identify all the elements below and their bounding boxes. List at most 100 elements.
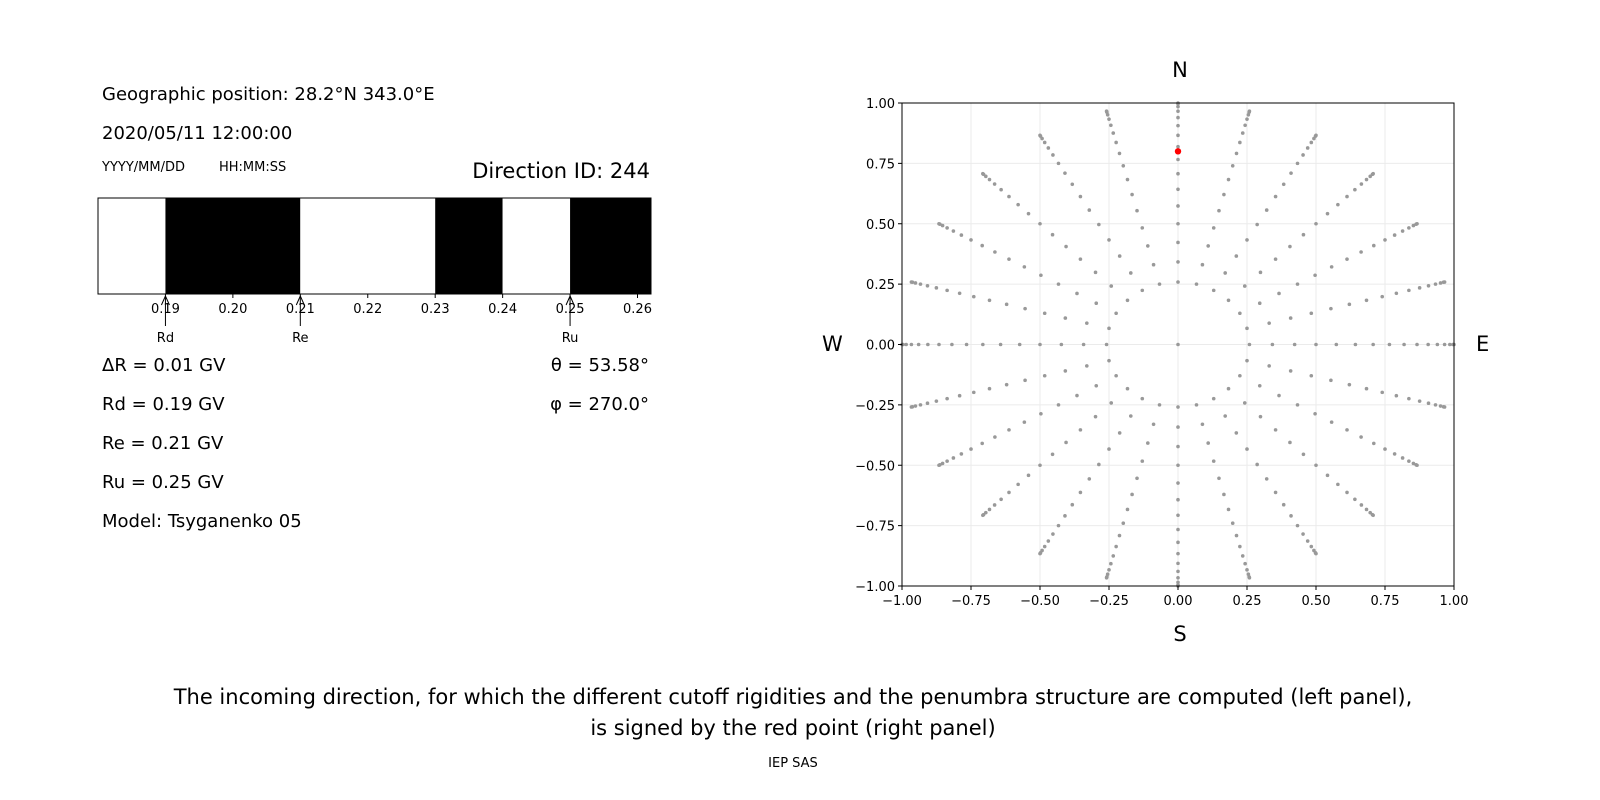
model-name: Model: Tsyganenko 05 (102, 511, 302, 532)
direction-point (1176, 133, 1180, 138)
direction-point (1364, 298, 1369, 303)
direction-point (1240, 131, 1245, 135)
direction-point (1288, 244, 1292, 249)
direction-point (1238, 373, 1242, 378)
direction-point (1046, 146, 1051, 150)
direction-point (993, 435, 997, 439)
caption-line-1: The incoming direction, for which the di… (173, 685, 1413, 709)
direction-point (1211, 226, 1216, 230)
direction-point (1075, 291, 1079, 296)
direction-point (1211, 396, 1216, 401)
direction-point (1206, 244, 1210, 248)
direction-point (1309, 373, 1314, 378)
direction-point (1140, 226, 1145, 230)
direction-point (1314, 133, 1318, 138)
time-format-label: HH:MM:SS (219, 160, 287, 175)
direction-point (1288, 440, 1292, 445)
direction-point (1050, 232, 1055, 237)
direction-point (1383, 238, 1387, 242)
direction-point (1353, 342, 1358, 347)
direction-point (1364, 507, 1369, 512)
direction-point (1217, 208, 1221, 213)
direction-point (1109, 123, 1113, 128)
delta-r-value: ΔR = 0.01 GV (102, 355, 226, 376)
marker-arrowhead (160, 294, 170, 306)
direction-point (1245, 117, 1249, 121)
strip-tick-label: 0.22 (353, 302, 382, 317)
direction-point (1200, 422, 1205, 427)
direction-point (1325, 473, 1330, 478)
direction-point (1176, 425, 1180, 429)
direction-point (1176, 481, 1180, 485)
direction-point (1255, 222, 1259, 227)
direction-point (1107, 326, 1111, 331)
direction-point (1273, 428, 1278, 432)
direction-point (1135, 476, 1139, 481)
direction-point (1176, 342, 1180, 347)
direction-point (1277, 291, 1281, 296)
direction-point (1336, 482, 1340, 487)
direction-point (1329, 420, 1334, 424)
rd-value: Rd = 0.19 GV (102, 394, 225, 415)
direction-point (1063, 171, 1067, 175)
direction-point (1295, 161, 1300, 166)
direction-point (1140, 396, 1145, 401)
direction-point (1176, 463, 1180, 468)
direction-point (1026, 473, 1031, 478)
direction-point (1004, 302, 1009, 307)
direction-point (1063, 316, 1068, 320)
direction-point (981, 513, 985, 518)
direction-point (1107, 358, 1111, 363)
direction-point (1387, 342, 1392, 347)
direction-point (918, 403, 923, 407)
direction-point (1097, 222, 1101, 227)
direction-point (1245, 447, 1249, 451)
direction-point (1039, 411, 1043, 416)
theta-value: θ = 53.58° (550, 355, 649, 376)
direction-point (916, 342, 921, 347)
direction-point (1407, 459, 1411, 463)
y-tick-label: 0.25 (866, 278, 895, 293)
direction-point (1371, 243, 1376, 248)
strip-tick-label: 0.23 (421, 302, 450, 317)
caption-line-2: is signed by the red point (right panel) (590, 716, 996, 740)
marker-label-re: Re (292, 331, 308, 346)
direction-point (1371, 342, 1375, 347)
direction-point (1114, 373, 1118, 378)
direction-point (1301, 153, 1305, 157)
y-tick-label: 0.75 (866, 157, 895, 172)
direction-point (1364, 177, 1369, 182)
direction-point (1129, 271, 1133, 275)
direction-point (1438, 281, 1443, 285)
direction-point (1234, 533, 1239, 538)
direction-point (1064, 244, 1068, 249)
direction-point (1135, 208, 1139, 213)
direction-point (987, 386, 992, 391)
x-tick-label: −1.00 (882, 594, 922, 609)
direction-point (980, 243, 985, 248)
direction-point (1094, 301, 1099, 306)
direction-point (1151, 422, 1156, 427)
direction-point (1438, 404, 1443, 408)
direction-point (937, 342, 941, 347)
direction-point (1176, 497, 1180, 502)
direction-point (1415, 221, 1419, 226)
direction-point (1226, 507, 1231, 512)
re-value: Re = 0.21 GV (102, 433, 224, 454)
x-tick-label: −0.25 (1089, 594, 1129, 609)
direction-point (1222, 192, 1226, 197)
direction-point (1247, 342, 1252, 347)
direction-point (1301, 532, 1305, 536)
compass-south: S (1173, 622, 1187, 646)
direction-point (1111, 131, 1116, 135)
direction-point (981, 171, 985, 176)
direction-point (1383, 447, 1387, 451)
direction-point (1081, 342, 1086, 347)
direction-point (1417, 399, 1422, 403)
direction-point (1070, 182, 1075, 187)
direction-point (1223, 271, 1227, 275)
strip-tick-label: 0.26 (623, 302, 652, 317)
direction-point (1107, 117, 1111, 121)
direction-point (971, 294, 976, 299)
direction-point (957, 393, 962, 398)
